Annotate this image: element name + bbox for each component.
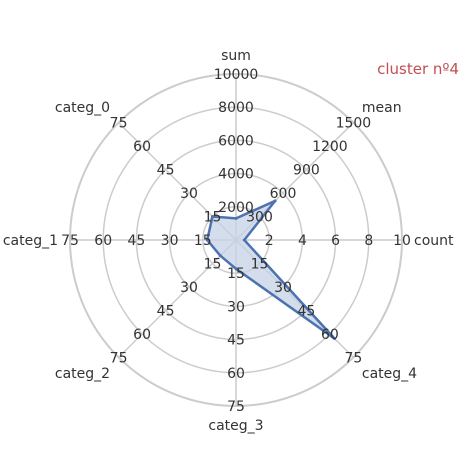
tick-label-sum: 2000 [218,200,254,216]
tick-label-categ_2: 75 [110,350,128,366]
tick-label-categ_0: 15 [204,210,222,226]
tick-label-categ_0: 75 [110,116,128,132]
tick-label-mean: 1500 [336,116,372,132]
tick-label-categ_1: 60 [94,233,112,249]
tick-label-categ_3: 30 [227,299,245,315]
tick-label-count: 10 [393,233,411,249]
axis-label-categ_2: categ_2 [55,366,110,382]
tick-label-categ_2: 15 [204,257,222,273]
tick-label-categ_3: 45 [227,333,245,349]
grid-spoke [118,239,237,358]
tick-label-categ_3: 75 [227,399,245,415]
tick-label-count: 2 [265,233,274,249]
tick-label-categ_1: 30 [161,233,179,249]
data-point-categ_1 [205,238,209,242]
data-point-sum [234,216,238,220]
tick-label-categ_2: 45 [157,303,175,319]
data-point-count [242,238,246,242]
tick-label-sum: 4000 [218,167,254,183]
tick-label-sum: 10000 [214,67,259,83]
tick-label-categ_2: 60 [133,327,151,343]
tick-label-sum: 8000 [218,100,254,116]
tick-label-mean: 600 [270,186,297,202]
tick-label-count: 8 [364,233,373,249]
data-point-mean [273,199,277,203]
data-point-categ_0 [211,215,215,219]
series-layer [205,199,337,341]
data-point-categ_3 [234,267,238,271]
tick-label-categ_1: 15 [194,233,212,249]
tick-label-mean: 300 [246,210,273,226]
tick-label-count: 4 [298,233,307,249]
chart-title: cluster nº4 [377,60,459,78]
axis-label-sum: sum [221,48,251,64]
tick-label-categ_4: 60 [321,327,339,343]
tick-label-mean: 900 [293,163,320,179]
data-point-categ_4 [333,337,337,341]
tick-label-categ_4: 15 [251,257,269,273]
tick-label-categ_3: 15 [227,266,245,282]
axis-label-categ_3: categ_3 [208,418,263,434]
axis-label-count: count [414,233,454,249]
tick-label-categ_1: 45 [127,233,145,249]
tick-label-categ_4: 75 [344,350,362,366]
axis-label-categ_4: categ_4 [362,366,417,382]
tick-label-categ_4: 30 [274,280,292,296]
tick-label-categ_0: 45 [157,163,175,179]
tick-label-categ_4: 45 [297,303,315,319]
tick-label-mean: 1200 [312,139,348,155]
tick-label-count: 6 [331,233,340,249]
data-point-categ_2 [218,254,222,258]
tick-label-categ_2: 30 [180,280,198,296]
tick-label-categ_1: 75 [61,233,79,249]
axis-labels: count mean sum categ_0 categ_1 categ_2 categ_3… [3,48,454,434]
tick-label-categ_0: 60 [133,139,151,155]
tick-label-categ_0: 30 [180,186,198,202]
tick-label-categ_3: 60 [227,366,245,382]
tick-label-sum: 6000 [218,133,254,149]
axis-label-mean: mean [362,100,402,116]
axis-label-categ_0: categ_0 [55,100,110,116]
axis-label-categ_1: categ_1 [3,233,58,249]
tick-labels: 2 4 6 8 10 300 600 900 1200 1500 2000 4000 6000 8000 1… [61,67,411,415]
